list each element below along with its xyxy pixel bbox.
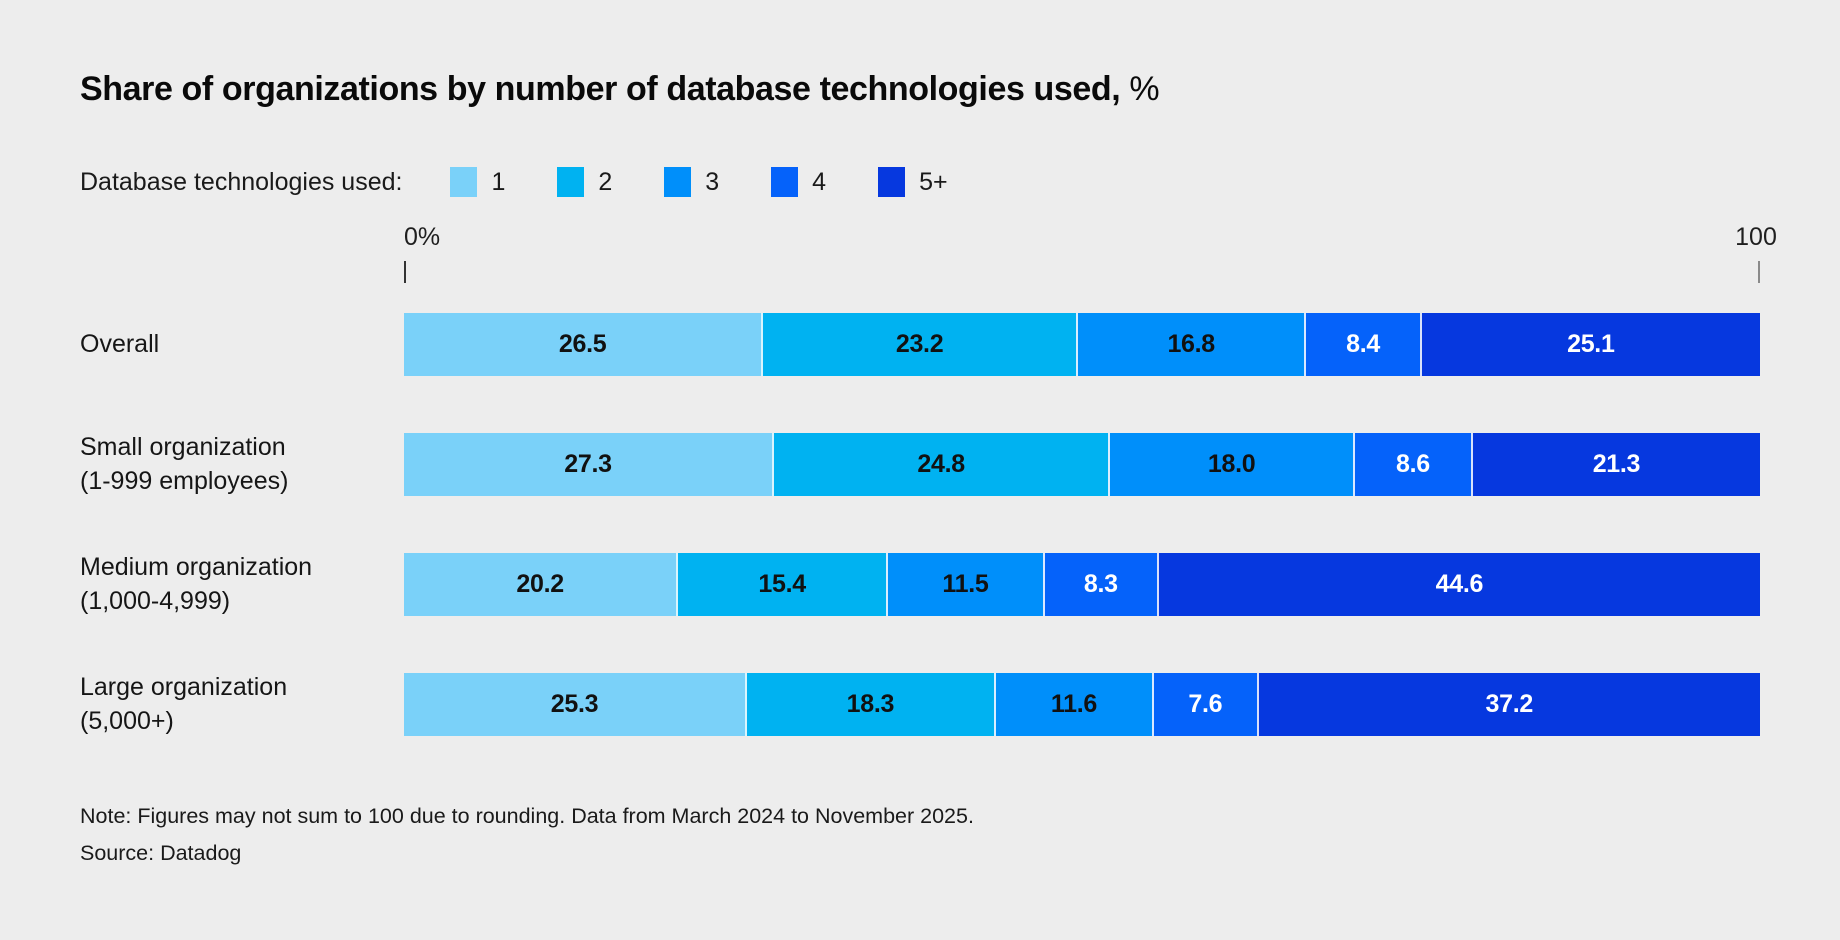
axis-label-0: 0% xyxy=(404,223,441,251)
legend-item-1: 1 xyxy=(450,167,505,197)
stacked-bar: 20.2 15.4 11.5 8.3 44.6 xyxy=(404,553,1760,616)
legend-item-label: 4 xyxy=(812,167,827,196)
footer-note: Note: Figures may not sum to 100 due to … xyxy=(80,804,974,828)
legend-swatch-4 xyxy=(771,167,799,197)
footer: Note: Figures may not sum to 100 due to … xyxy=(80,798,1760,872)
chart-row: Overall 26.5 23.2 16.8 8.4 25.1 xyxy=(80,313,1760,376)
bar-segment-2: 15.4 xyxy=(676,553,886,616)
axis-tick-0 xyxy=(404,261,406,283)
legend-item-label: 5+ xyxy=(919,167,948,196)
row-label-line: Overall xyxy=(80,329,160,358)
axis-label-100: 100 xyxy=(1735,223,1777,251)
chart-title-unit: % xyxy=(1120,70,1160,108)
stacked-bar: 27.3 24.8 18.0 8.6 21.3 xyxy=(404,433,1760,496)
legend-item-4: 4 xyxy=(771,167,826,197)
bar-segment-1: 25.3 xyxy=(404,673,746,736)
bar-segment-2: 24.8 xyxy=(772,433,1109,496)
legend-label: Database technologies used: xyxy=(80,167,403,196)
legend-swatch-2 xyxy=(557,167,585,197)
legend-items: 1 2 3 4 5+ xyxy=(450,167,999,197)
chart-title: Share of organizations by number of data… xyxy=(80,70,1760,109)
axis-tick-100 xyxy=(1758,261,1760,283)
row-label: Overall xyxy=(80,328,404,362)
legend-item-5+: 5+ xyxy=(878,167,948,197)
row-label-line: (5,000+) xyxy=(80,706,174,735)
bar-segment-3: 16.8 xyxy=(1075,313,1305,376)
bar-segment-4: 7.6 xyxy=(1152,673,1257,736)
bar-segment-4: 8.4 xyxy=(1304,313,1420,376)
chart-row: Small organization (1-999 employees) 27.3 2… xyxy=(80,433,1760,496)
legend-item-label: 3 xyxy=(705,167,720,196)
axis: 0% 100 xyxy=(404,223,1777,283)
row-label: Large organization (5,000+) xyxy=(80,671,404,739)
bar-segment-5+: 21.3 xyxy=(1470,433,1760,496)
row-label-line: Small organization xyxy=(80,432,286,461)
row-label-line: (1-999 employees) xyxy=(80,466,289,495)
bar-rows: Overall 26.5 23.2 16.8 8.4 25.1 Small organiza… xyxy=(80,313,1761,739)
row-label-line: Medium organization xyxy=(80,552,313,581)
legend-swatch-1 xyxy=(450,167,478,197)
chart-row: Large organization (5,000+) 25.3 18.3 11.6 7.… xyxy=(80,671,1761,739)
axis-labels: 0% 100 xyxy=(404,223,1777,255)
bar-segment-1: 26.5 xyxy=(404,313,762,376)
bar-segment-5+: 37.2 xyxy=(1256,673,1761,736)
stacked-bar: 25.3 18.3 11.6 7.6 37.2 xyxy=(404,673,1761,736)
bar-segment-5+: 44.6 xyxy=(1156,553,1760,616)
legend-item-label: 1 xyxy=(491,167,506,196)
legend-item-3: 3 xyxy=(664,167,719,197)
bar-segment-3: 11.6 xyxy=(993,673,1153,736)
bar-segment-5+: 25.1 xyxy=(1419,313,1760,376)
row-label-line: (1,000-4,999) xyxy=(80,586,231,615)
legend-item-2: 2 xyxy=(557,167,612,197)
footer-source: Source: Datadog xyxy=(80,840,242,865)
bar-segment-2: 18.3 xyxy=(745,673,994,736)
chart-row: Medium organization (1,000-4,999) 20.2 15.4… xyxy=(80,553,1760,616)
axis-ticks xyxy=(404,261,1760,283)
legend-item-label: 2 xyxy=(598,167,613,196)
row-label: Medium organization (1,000-4,999) xyxy=(80,551,404,619)
bar-segment-4: 8.3 xyxy=(1042,553,1157,616)
bar-segment-3: 18.0 xyxy=(1108,433,1353,496)
bar-segment-3: 11.5 xyxy=(885,553,1043,616)
legend: Database technologies used: 1 2 3 4 5+ xyxy=(80,167,1760,197)
stacked-bar: 26.5 23.2 16.8 8.4 25.1 xyxy=(404,313,1760,376)
chart-title-text: Share of organizations by number of data… xyxy=(80,70,1121,108)
legend-swatch-3 xyxy=(664,167,692,197)
legend-swatch-5+ xyxy=(878,167,906,197)
bar-segment-1: 20.2 xyxy=(404,553,677,616)
plot-area: 0% 100 Overall 26.5 23.2 16.8 8.4 25.1 Small o… xyxy=(80,223,1777,739)
bar-segment-1: 27.3 xyxy=(404,433,772,496)
bar-segment-4: 8.6 xyxy=(1352,433,1471,496)
row-label-line: Large organization xyxy=(80,672,288,701)
bar-segment-2: 23.2 xyxy=(761,313,1076,376)
row-label: Small organization (1-999 employees) xyxy=(80,431,404,499)
